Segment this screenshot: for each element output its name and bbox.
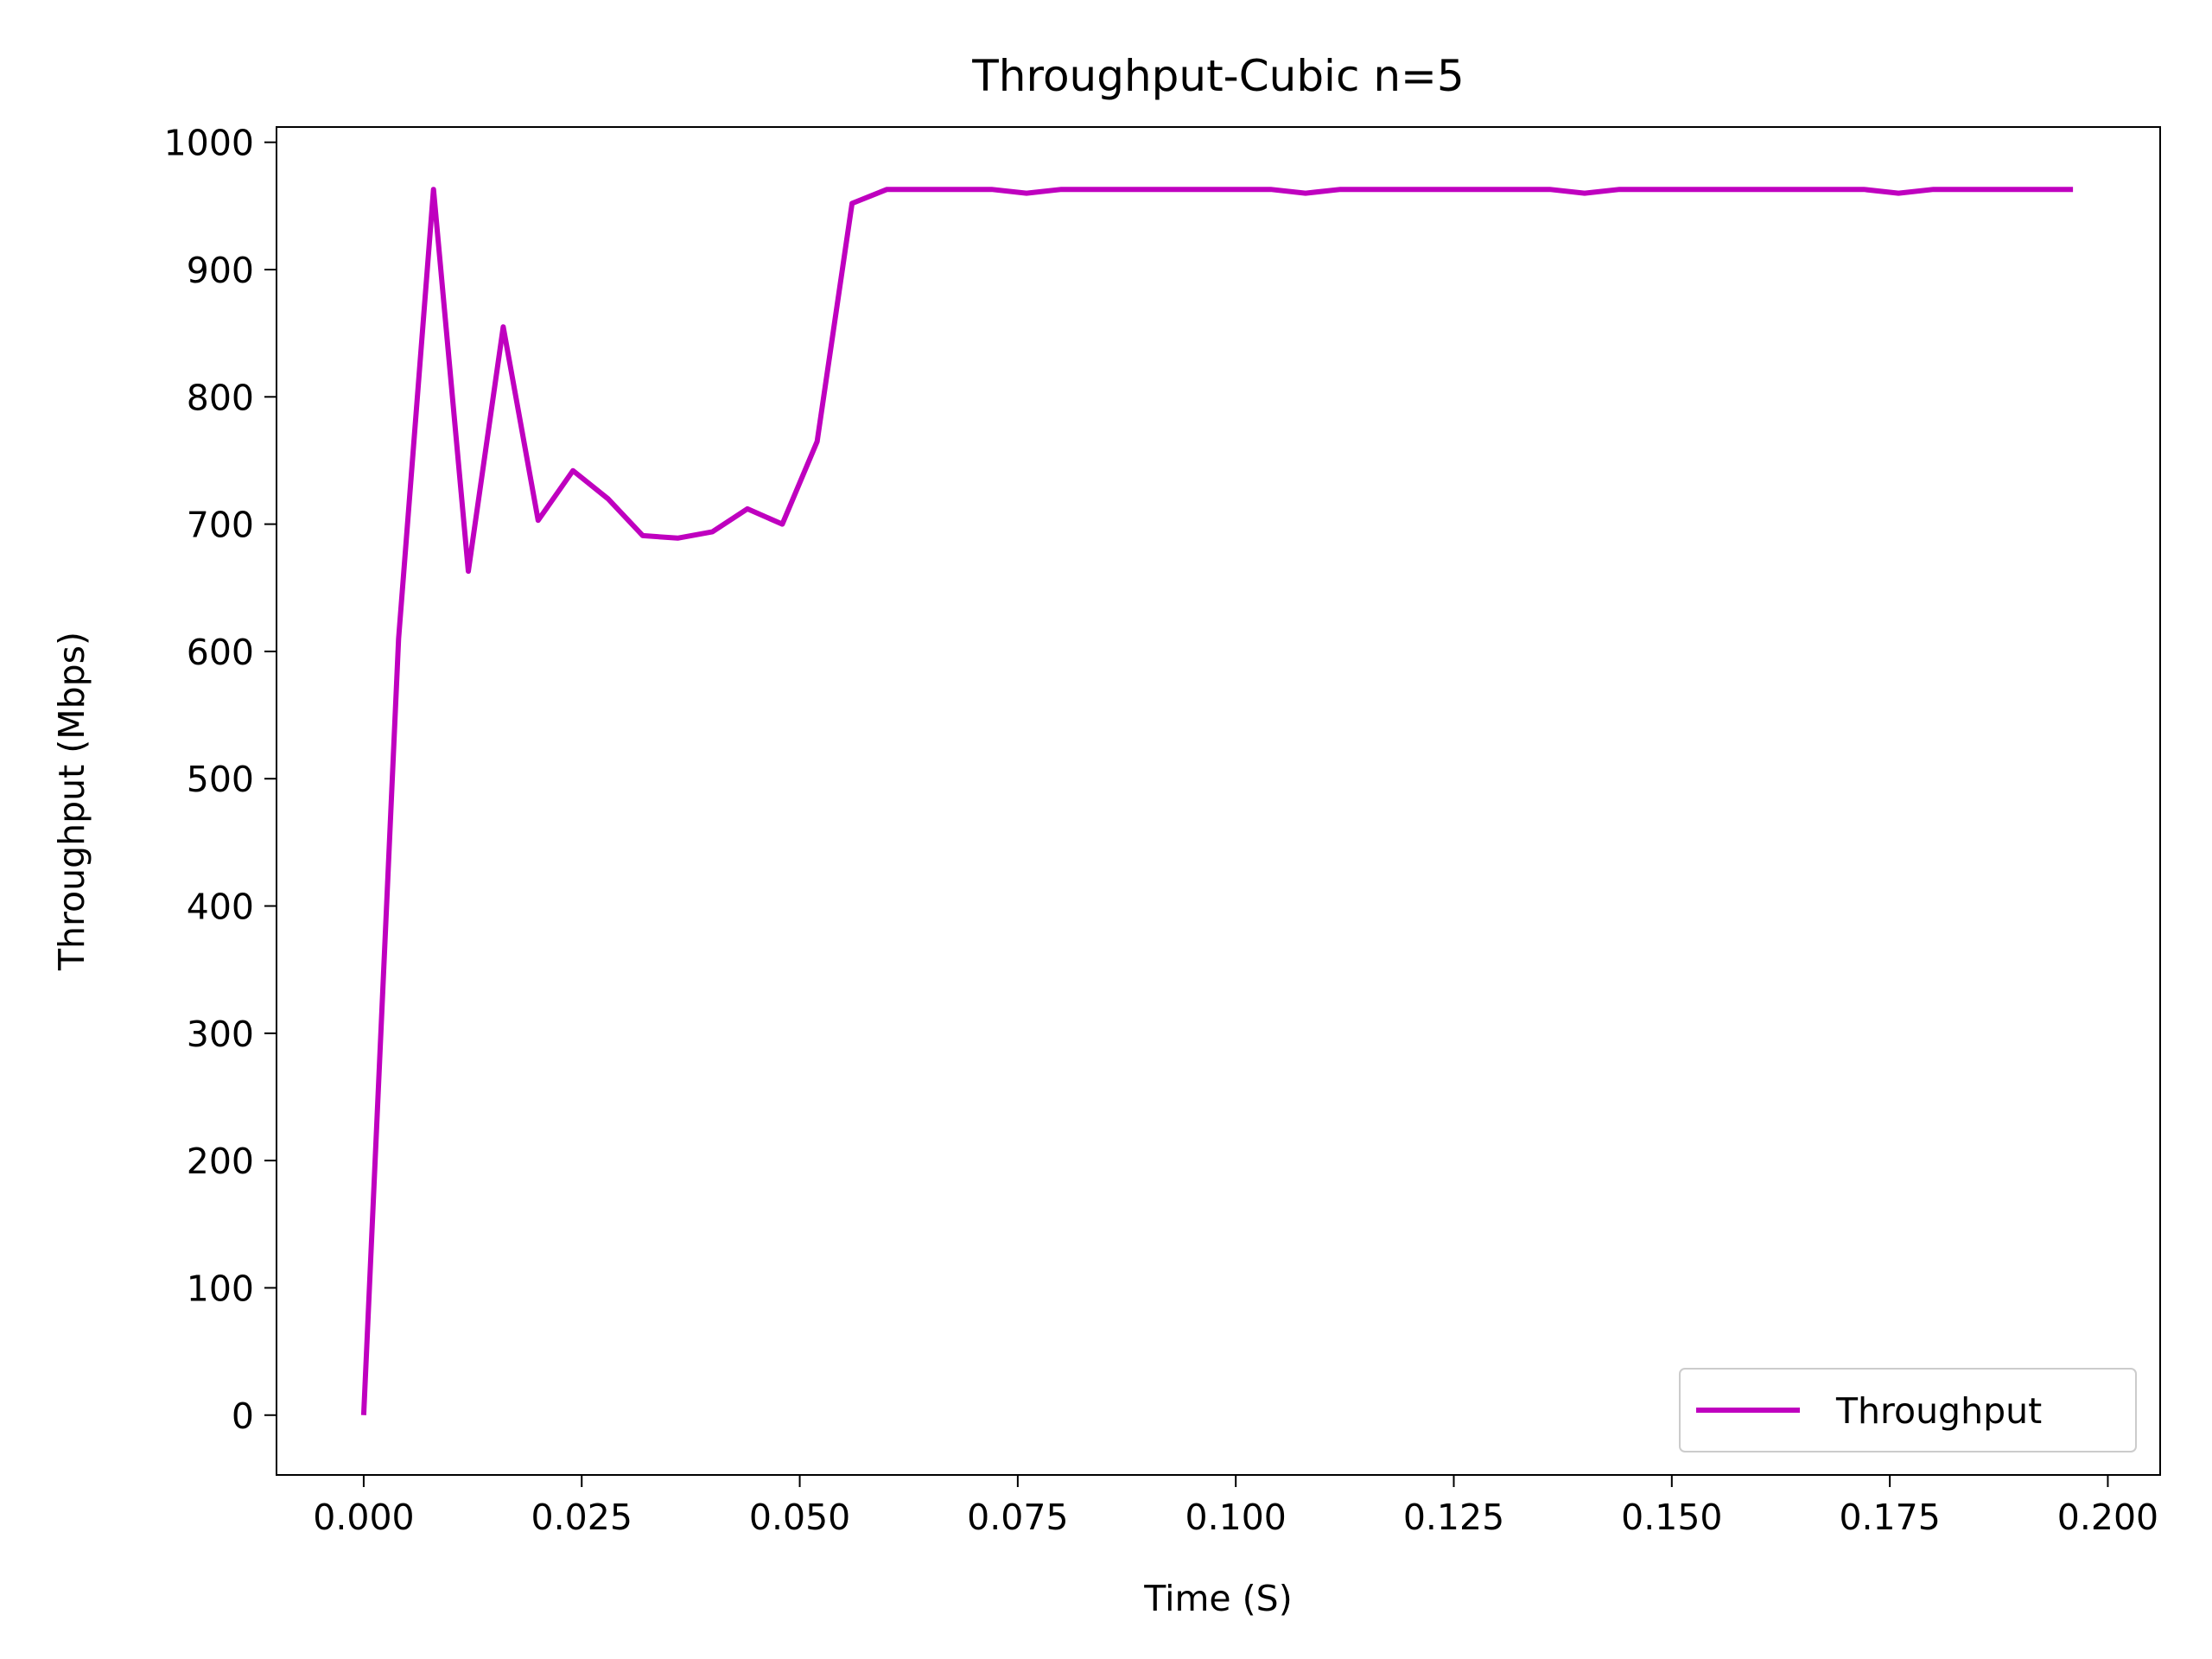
y-tick-label: 800 bbox=[187, 377, 254, 418]
y-tick-label: 200 bbox=[187, 1141, 254, 1182]
ticks-layer: 0.000 0.025 0.050 0.075 0.100 0.125 0.150 0.175… bbox=[164, 123, 2158, 1538]
x-tick-label: 0.175 bbox=[1839, 1497, 1940, 1538]
series-line-throughput bbox=[360, 187, 2074, 1415]
legend-box bbox=[1679, 1368, 2137, 1452]
y-tick-label: 900 bbox=[187, 250, 254, 291]
plot-area bbox=[276, 126, 2161, 1476]
legend-label-throughput: Throughput bbox=[1835, 1390, 2042, 1432]
x-tick-label: 0.100 bbox=[1185, 1497, 1286, 1538]
y-tick-label: 700 bbox=[187, 505, 254, 546]
x-axis-title: Time (S) bbox=[1143, 1578, 1292, 1619]
legend: Throughput bbox=[1679, 1368, 2137, 1452]
y-tick-label: 0 bbox=[232, 1395, 254, 1437]
x-tick-label: 0.000 bbox=[313, 1497, 414, 1538]
x-tick-label: 0.200 bbox=[2057, 1497, 2158, 1538]
y-tick-label: 500 bbox=[187, 759, 254, 800]
plot-frame bbox=[276, 126, 2161, 1476]
y-tick-label: 1000 bbox=[164, 123, 254, 164]
x-tick-label: 0.150 bbox=[1621, 1497, 1722, 1538]
x-tick-label: 0.075 bbox=[967, 1497, 1068, 1538]
y-tick-label: 600 bbox=[187, 632, 254, 673]
y-tick-label: 400 bbox=[187, 887, 254, 928]
y-axis-title: Throughput (Mbps) bbox=[51, 632, 92, 971]
chart-title: Throughput-Cubic n=5 bbox=[971, 51, 1464, 101]
y-tick-label: 300 bbox=[187, 1014, 254, 1055]
x-tick-label: 0.050 bbox=[749, 1497, 850, 1538]
y-tick-label: 100 bbox=[187, 1268, 254, 1309]
x-tick-label: 0.025 bbox=[531, 1497, 632, 1538]
x-tick-label: 0.125 bbox=[1403, 1497, 1504, 1538]
